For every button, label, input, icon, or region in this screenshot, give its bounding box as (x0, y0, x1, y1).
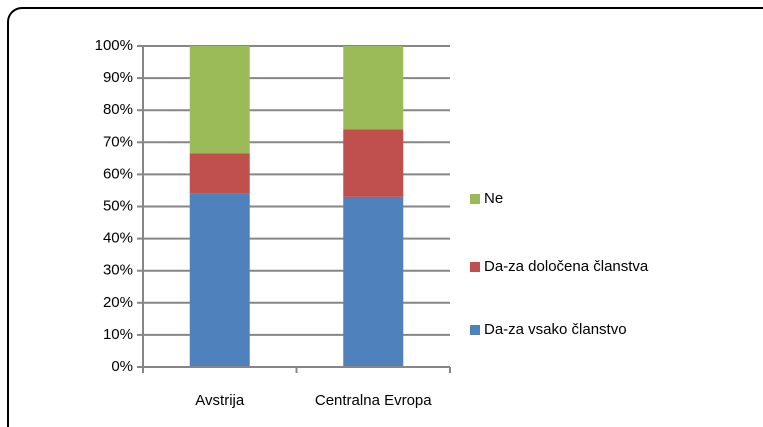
legend-swatch (470, 325, 480, 335)
y-tick-label: 90% (103, 69, 133, 86)
legend-label: Da-za določena članstva (484, 258, 649, 275)
bar-segment (343, 46, 404, 130)
y-tick-label: 60% (103, 165, 133, 182)
y-tick-label: 20% (103, 294, 133, 311)
y-tick-label: 50% (103, 197, 133, 214)
legend-swatch (470, 194, 480, 204)
legend-label: Ne (484, 190, 503, 207)
x-tick-label: Avstrija (195, 392, 245, 409)
y-tick-label: 30% (103, 262, 133, 279)
bar-segment (343, 196, 404, 367)
y-tick-label: 80% (103, 101, 133, 118)
y-tick-label: 0% (111, 358, 133, 375)
legend-label: Da-za vsako članstvo (484, 321, 627, 338)
y-tick-label: 100% (95, 37, 133, 54)
y-tick-label: 10% (103, 326, 133, 343)
y-tick-label: 40% (103, 230, 133, 247)
bar-segment (189, 193, 250, 367)
legend-swatch (470, 262, 480, 272)
x-tick-label: Centralna Evropa (315, 392, 432, 409)
bar-segment (189, 46, 250, 154)
bar-segment (343, 129, 404, 197)
bar-segment (189, 153, 250, 194)
y-tick-label: 70% (103, 133, 133, 150)
